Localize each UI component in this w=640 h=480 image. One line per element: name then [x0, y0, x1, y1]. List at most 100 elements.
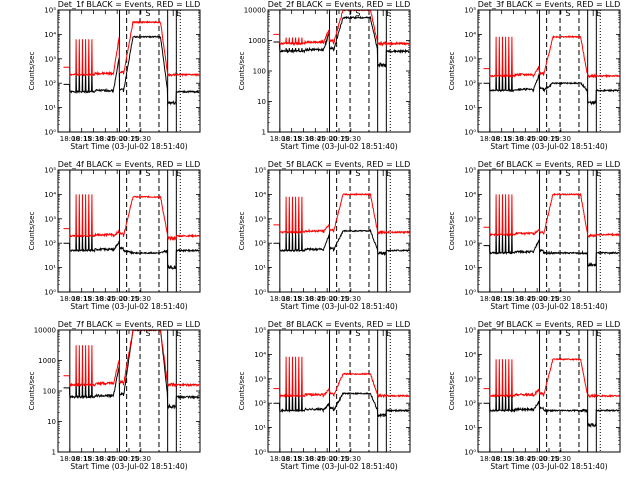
event-marker-label: T	[590, 169, 596, 178]
events-series-line	[483, 388, 620, 429]
event-marker-label: E	[176, 9, 181, 18]
panel-5: Det_5f BLACK = Events, RED = LLD Counts/s…	[238, 160, 411, 311]
y-tick-label: 10²	[464, 80, 476, 88]
panel-title: Det_6f BLACK = Events, RED = LLD	[478, 160, 621, 169]
x-tick-label: 20:15	[329, 295, 349, 303]
y-tick-label: 10⁰	[464, 449, 476, 457]
y-tick-label: 1000	[38, 357, 56, 365]
y-tick-label: 10¹	[254, 424, 266, 432]
x-tick-label: 18:15	[72, 135, 92, 143]
x-tick-label: 18:00	[480, 295, 500, 303]
x-tick-label: 18:15	[282, 295, 302, 303]
x-tick-label: 18:15	[282, 455, 302, 463]
x-tick-label: 20:00	[107, 295, 127, 303]
panel-title: Det_5f BLACK = Events, RED = LLD	[268, 160, 411, 169]
x-tick-label: 20:30	[551, 135, 571, 143]
x-tick-label: 18:15	[282, 135, 302, 143]
x-tick-label: 20:00	[317, 455, 337, 463]
event-marker-label: E	[596, 329, 601, 338]
event-marker-label: T	[590, 329, 596, 338]
y-tick-label: 10⁵	[464, 327, 476, 335]
panel-title: Det_4f BLACK = Events, RED = LLD	[58, 160, 201, 169]
panel-1: Det_1f BLACK = Events, RED = LLD Counts/s…	[28, 0, 201, 151]
panel-title: Det_9f BLACK = Events, RED = LLD	[478, 320, 621, 329]
lld-series-line	[63, 328, 200, 388]
x-tick-label: 18:00	[60, 455, 80, 463]
event-marker-label: T	[170, 329, 176, 338]
x-tick-label: 18:30	[83, 455, 103, 463]
y-tick-label: 10⁴	[464, 191, 476, 199]
x-tick-label: 18:30	[293, 295, 313, 303]
y-tick-label: 10	[47, 418, 56, 426]
x-axis-label: Start Time (03-Jul-02 18:51:40)	[280, 462, 397, 471]
plot-frame	[267, 9, 411, 133]
x-tick-label: 20:15	[539, 135, 559, 143]
event-marker-label: T	[380, 9, 386, 18]
panel-7: Det_7f BLACK = Events, RED = LLD Counts/s…	[28, 320, 201, 471]
y-axis-label: Counts/sec	[28, 52, 36, 91]
events-series-line	[63, 329, 200, 410]
x-tick-label: 18:15	[72, 455, 92, 463]
events-series-line	[273, 386, 410, 419]
x-tick-label: 20:15	[119, 135, 139, 143]
y-tick-label: 10⁴	[44, 191, 56, 199]
event-marker-label: E	[176, 329, 181, 338]
x-tick-label: 18:00	[480, 455, 500, 463]
x-tick-label: 18:15	[492, 455, 512, 463]
x-tick-label: 20:30	[131, 295, 151, 303]
event-marker-label: S	[145, 9, 150, 18]
plot-frame	[267, 329, 411, 453]
x-axis-label: Start Time (03-Jul-02 18:51:40)	[490, 302, 607, 311]
lld-series-line	[273, 9, 410, 47]
events-series-line	[63, 228, 200, 270]
x-tick-label: 18:30	[503, 135, 523, 143]
x-tick-label: 18:30	[293, 455, 313, 463]
x-axis-label: Start Time (03-Jul-02 18:51:40)	[490, 142, 607, 151]
y-axis-label: Counts/sec	[448, 372, 456, 411]
y-tick-label: 10²	[44, 80, 56, 88]
x-tick-label: 20:15	[119, 295, 139, 303]
plot-frame	[477, 9, 621, 133]
x-tick-label: 20:30	[341, 135, 361, 143]
y-tick-label: 10²	[254, 240, 266, 248]
x-tick-label: 18:00	[60, 135, 80, 143]
y-tick-label: 100	[43, 388, 56, 396]
y-tick-label: 10¹	[44, 264, 56, 272]
y-tick-label: 10⁴	[44, 31, 56, 39]
x-tick-label: 20:00	[527, 135, 547, 143]
x-tick-label: 20:00	[527, 295, 547, 303]
y-axis-label: Counts/sec	[238, 52, 246, 91]
y-tick-label: 10	[257, 98, 266, 106]
y-tick-label: 10⁰	[254, 289, 266, 297]
events-series-line	[483, 66, 620, 106]
y-axis-label: Counts/sec	[28, 372, 36, 411]
x-tick-label: 20:00	[317, 135, 337, 143]
y-tick-label: 10⁴	[254, 191, 266, 199]
x-tick-label: 20:30	[131, 135, 151, 143]
x-tick-label: 18:30	[83, 135, 103, 143]
y-tick-label: 10⁵	[254, 327, 266, 335]
plot-frame	[267, 169, 411, 293]
y-tick-label: 10⁰	[464, 289, 476, 297]
lld-series-line	[483, 357, 620, 399]
x-tick-label: 18:45	[95, 295, 115, 303]
y-tick-label: 10⁰	[464, 129, 476, 137]
x-tick-label: 20:00	[107, 455, 127, 463]
event-marker-label: E	[386, 9, 391, 18]
y-tick-label: 10¹	[254, 264, 266, 272]
plot-frame	[57, 169, 201, 293]
y-tick-label: 10¹	[464, 424, 476, 432]
x-tick-label: 18:00	[270, 455, 290, 463]
panel-title: Det_7f BLACK = Events, RED = LLD	[58, 320, 201, 329]
events-series-line	[273, 15, 410, 68]
y-tick-label: 10²	[464, 240, 476, 248]
y-tick-label: 1000	[248, 37, 266, 45]
y-tick-label: 10⁵	[254, 167, 266, 175]
event-marker-label: S	[565, 9, 570, 18]
y-tick-label: 10000	[244, 7, 266, 15]
event-marker-label: T	[170, 169, 176, 178]
y-tick-label: 10⁵	[44, 7, 56, 15]
plot-frame	[57, 9, 201, 133]
x-tick-label: 18:30	[83, 295, 103, 303]
x-tick-label: 20:30	[341, 295, 361, 303]
